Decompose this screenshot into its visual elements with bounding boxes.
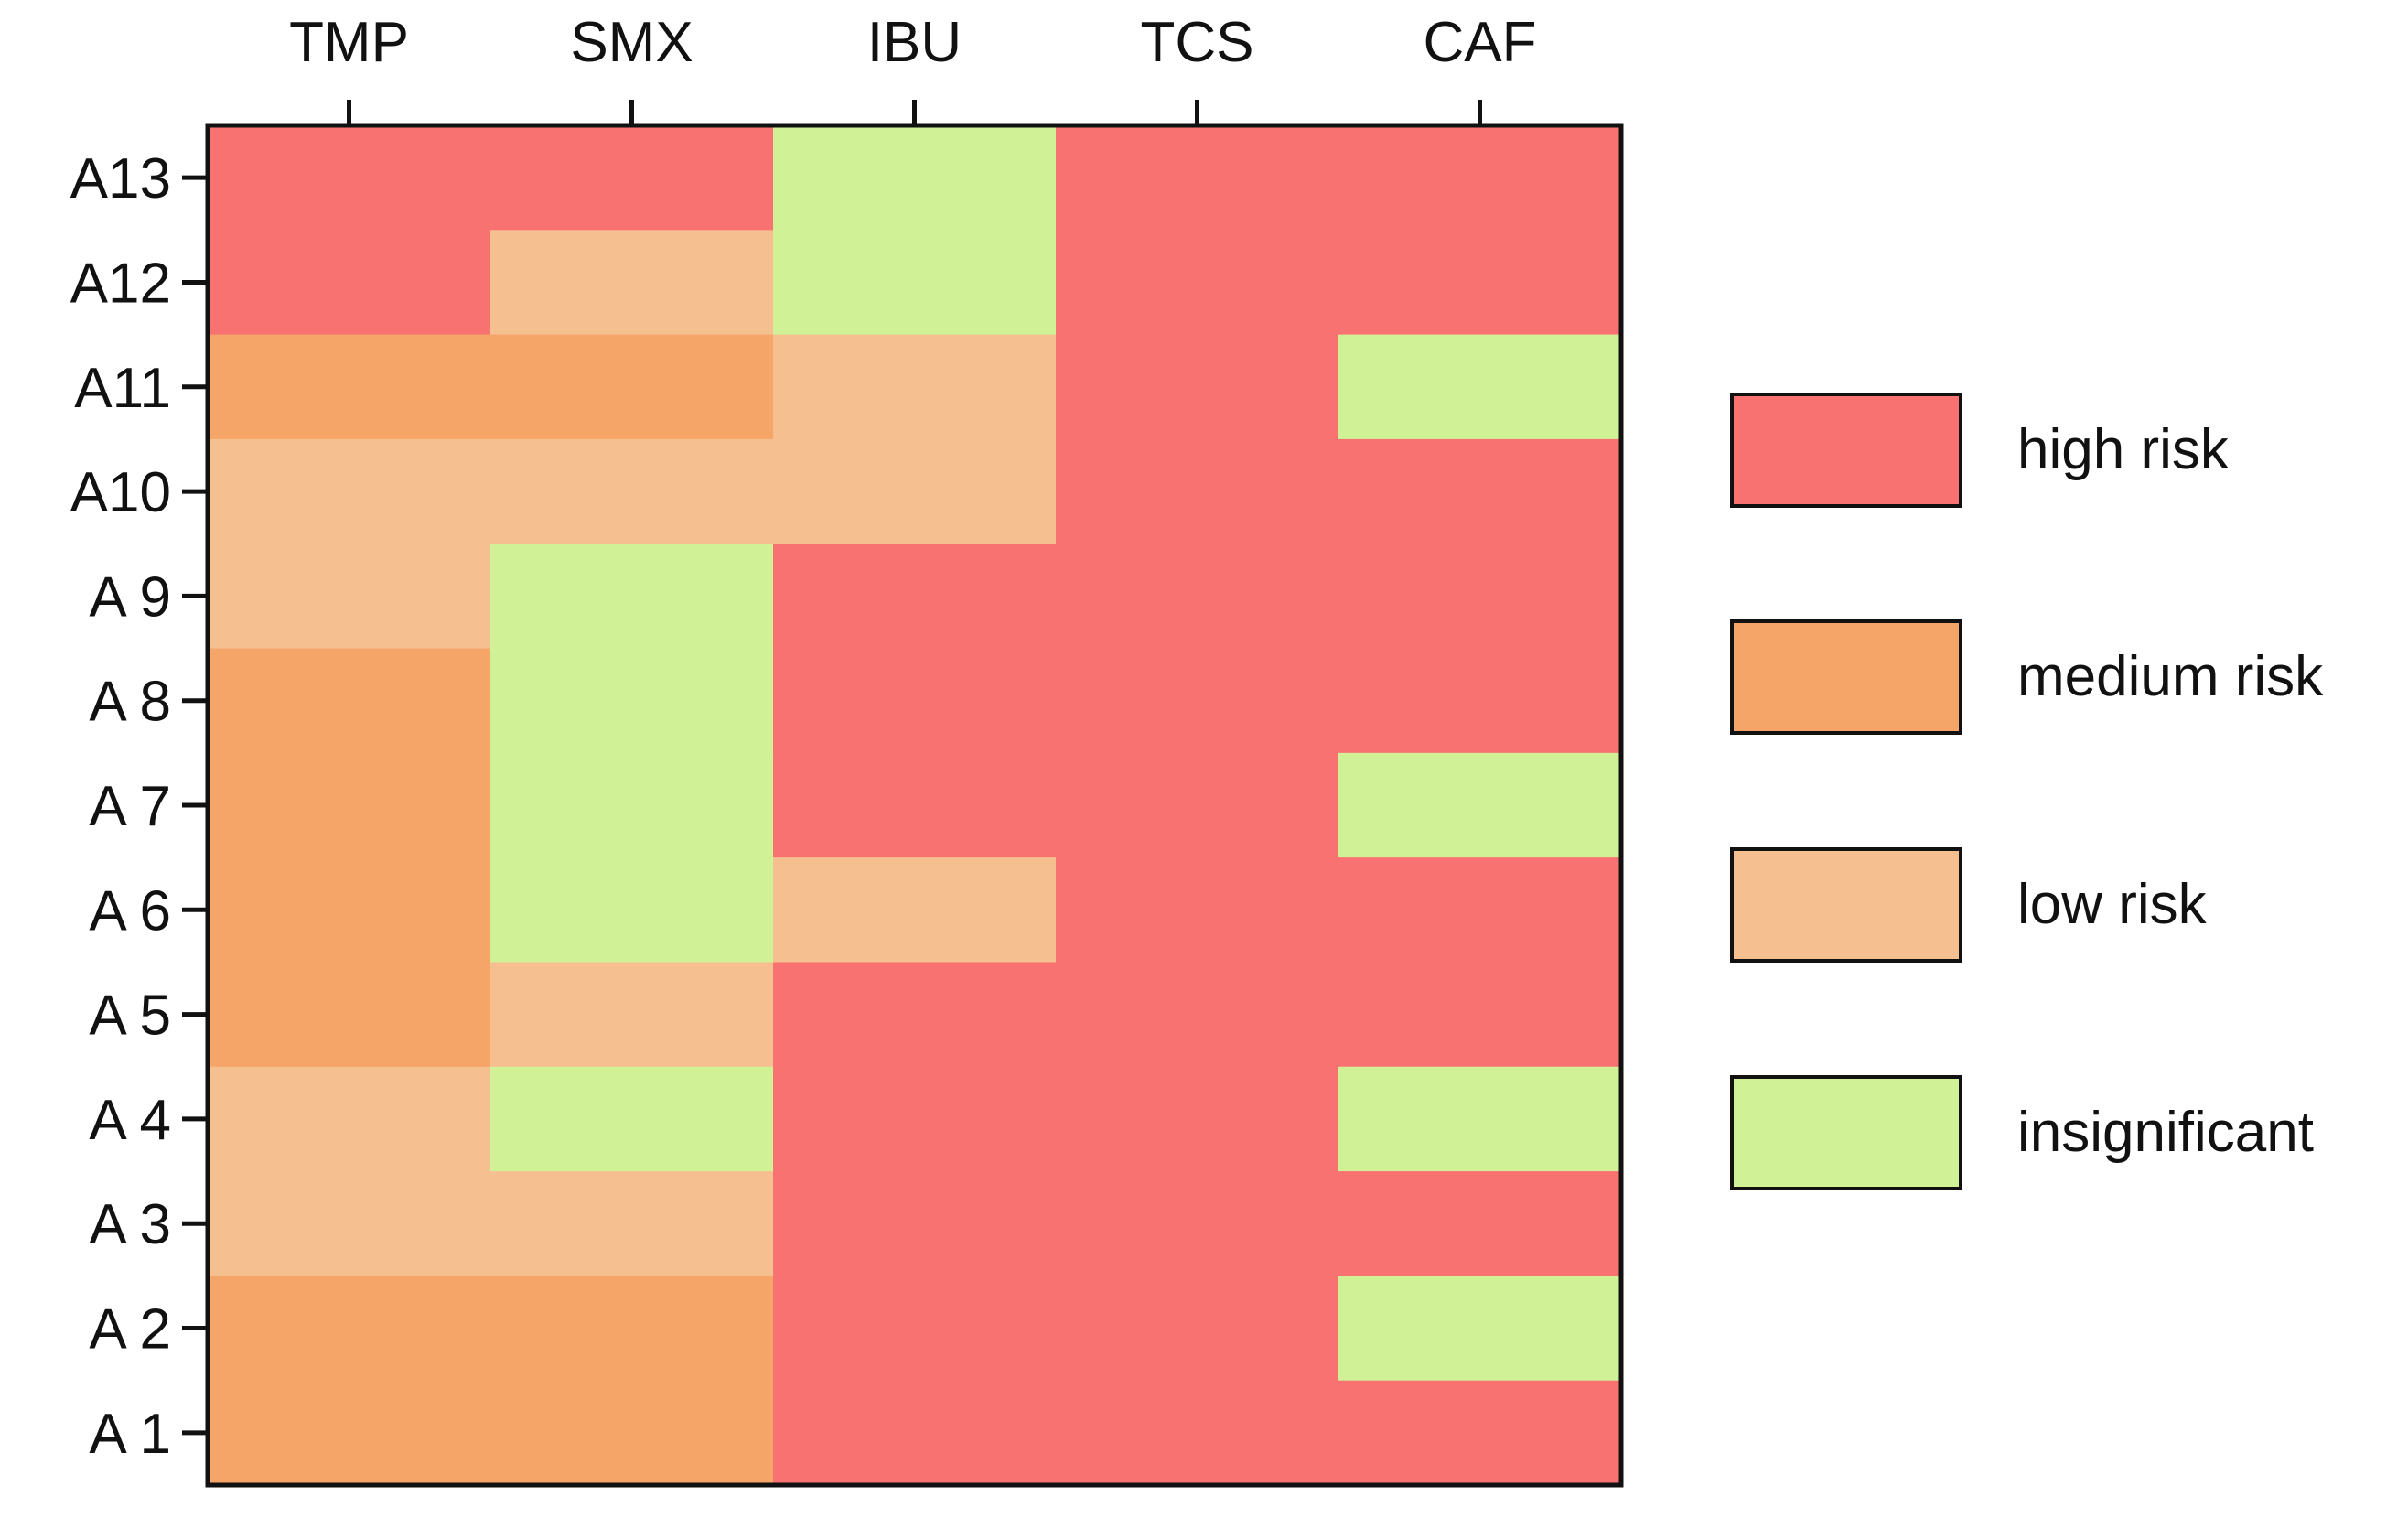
heatmap-cell [1338,544,1622,650]
y-axis-left: A 1 A 2 A 3 A 4 A 5 A 6 A 7 A 8 A 9 A10 A11 A12 A13 [70,147,208,1466]
y-tick-label: A13 [70,147,171,210]
heatmap-cell [773,648,1057,754]
heatmap-cell [208,438,491,544]
y-tick-label: A11 [74,357,171,420]
heatmap-cell [773,334,1057,440]
heatmap-cell [490,334,774,440]
heatmap-cell [1056,334,1339,440]
heatmap-cell [773,544,1057,650]
heatmap-cell [1338,230,1622,336]
x-tick-label: TCS [1141,11,1254,74]
y-tick-label: A 1 [89,1403,171,1466]
heatmap-cell [490,752,774,858]
heatmap-cell [1056,648,1339,754]
heatmap-cell [1056,125,1339,231]
x-tick-label: TMP [289,11,409,74]
heatmap-cell [208,125,491,231]
heatmap-cell [208,544,491,650]
heatmap-cell [490,857,774,964]
heatmap-cell [1056,962,1339,1068]
heatmap-cell [773,1171,1057,1276]
heatmap-cell [208,1171,491,1276]
heatmap-cell [208,334,491,440]
heatmap-cell [1338,1380,1622,1486]
heatmap-cell [208,857,491,964]
y-tick-label: A 8 [89,671,171,734]
heatmap-cell [1056,544,1339,650]
heatmap-cell [1338,334,1622,440]
legend-label-low: low risk [2017,873,2208,936]
x-tick-label: CAF [1424,11,1537,74]
heatmap-cell [773,857,1057,964]
y-tick-label: A 6 [89,879,171,942]
heatmap-cell [773,962,1057,1068]
heatmap-cell [208,962,491,1068]
legend-swatch-high [1730,393,1962,508]
heatmap-cell [208,230,491,336]
heatmap-cell [490,1380,774,1486]
heatmap-cell [1338,857,1622,964]
y-tick-label: A 3 [89,1193,171,1256]
heatmap-cell [490,230,774,336]
y-tick-label: A 2 [89,1298,171,1362]
heatmap-cell [490,1276,774,1382]
heatmap-cell [1056,1380,1339,1486]
y-tick-label: A 5 [89,985,171,1048]
heatmap-cell [1338,648,1622,754]
heatmap-cell [773,752,1057,858]
heatmap-cell [1338,1276,1622,1382]
heatmap-cell [1056,1066,1339,1172]
x-tick-label: IBU [867,11,962,74]
heatmap-cell [773,230,1057,336]
heatmap-cell [490,438,774,544]
heatmap-cell [490,648,774,754]
y-tick-label: A10 [70,461,171,524]
heatmap-cell [773,125,1057,231]
heatmap-cell [1056,857,1339,964]
heatmap-cell [490,1171,774,1276]
heatmap-cell [1338,125,1622,231]
heatmap-cell [1338,962,1622,1068]
heatmap-cell [208,1380,491,1486]
heatmap-cell [1056,438,1339,544]
heatmap-cell [490,125,774,231]
heatmap-cell [1338,438,1622,544]
heatmap-cell [208,1066,491,1172]
legend-swatch-insignificant [1730,1075,1962,1190]
heatmap-cell [1056,230,1339,336]
heatmap-cell [1056,752,1339,858]
heatmap-cell [1338,1066,1622,1172]
heatmap-cell [490,1066,774,1172]
heatmap-cell [208,1276,491,1382]
heatmap-cell [1338,752,1622,858]
legend-swatch-low [1730,847,1962,963]
x-axis-top: TMP SMX IBU TCS CAF [289,11,1537,125]
heatmap-cell [773,438,1057,544]
legend: high risk medium risk low risk insignifican… [1730,393,2324,1190]
heatmap-cells [208,125,1622,1486]
legend-label-insignificant: insignificant [2017,1101,2314,1164]
heatmap-cell [1056,1171,1339,1276]
legend-label-medium: medium risk [2017,645,2324,708]
heatmap-cell [773,1276,1057,1382]
legend-swatch-medium [1730,619,1962,735]
y-tick-label: A12 [70,252,171,315]
legend-label-high: high risk [2017,418,2230,481]
heatmap-cell [773,1066,1057,1172]
heatmap-cell [208,648,491,754]
heatmap-cell [1056,1276,1339,1382]
heatmap-cell [490,962,774,1068]
y-tick-label: A 7 [89,775,171,838]
x-tick-label: SMX [570,11,693,74]
y-tick-label: A 4 [89,1089,171,1152]
y-tick-label: A 9 [89,565,171,629]
heatmap-cell [208,752,491,858]
heatmap-cell [490,544,774,650]
heatmap-cell [773,1380,1057,1486]
heatmap-cell [1338,1171,1622,1276]
